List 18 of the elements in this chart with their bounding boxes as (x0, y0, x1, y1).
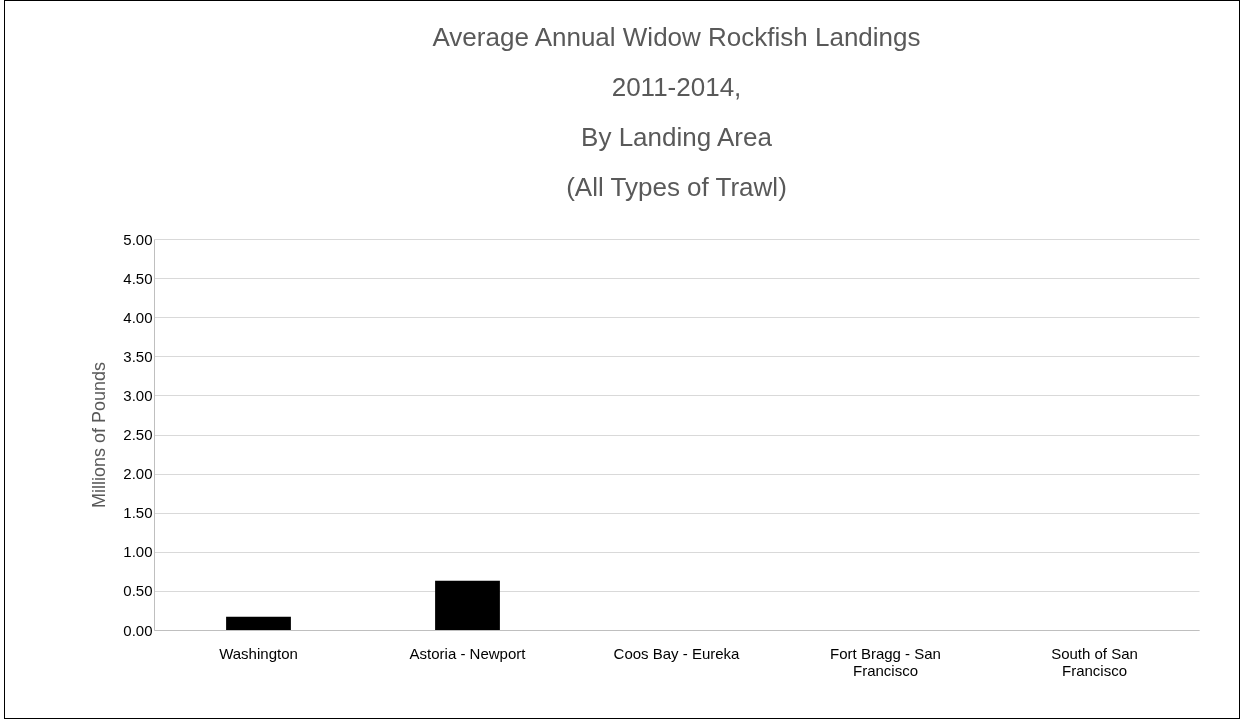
x-tick-label: Washington (219, 644, 298, 662)
y-tick-label: 1.00 (123, 543, 153, 561)
x-tick-label: Astoria - Newport (409, 644, 527, 662)
y-tick-label: 4.00 (123, 308, 153, 326)
x-tick-label: South of San Francisco (1051, 644, 1138, 679)
y-tick-label: 4.50 (123, 269, 153, 287)
y-tick-label: 2.50 (123, 426, 153, 443)
y-tick-label: 0.50 (123, 582, 153, 600)
x-tick-label: Coos Bay - Eureka (613, 644, 741, 662)
y-tick-label: 0.00 (123, 621, 153, 639)
y-tick-label: 3.00 (123, 386, 153, 404)
chart-title: Average Annual Widow Rockfish Landings 2011-2014, By Landing Area (All Types of Trawl) (432, 22, 921, 202)
y-tick-label: 2.00 (123, 465, 153, 483)
x-tick-label: Fort Bragg - San Francisco (830, 644, 941, 679)
y-tick-label: 5.00 (123, 230, 153, 248)
y-axis-title: Millions of Pounds (89, 361, 110, 509)
y-tick-label: 1.50 (123, 504, 153, 522)
y-tick-label: 3.50 (123, 347, 153, 365)
